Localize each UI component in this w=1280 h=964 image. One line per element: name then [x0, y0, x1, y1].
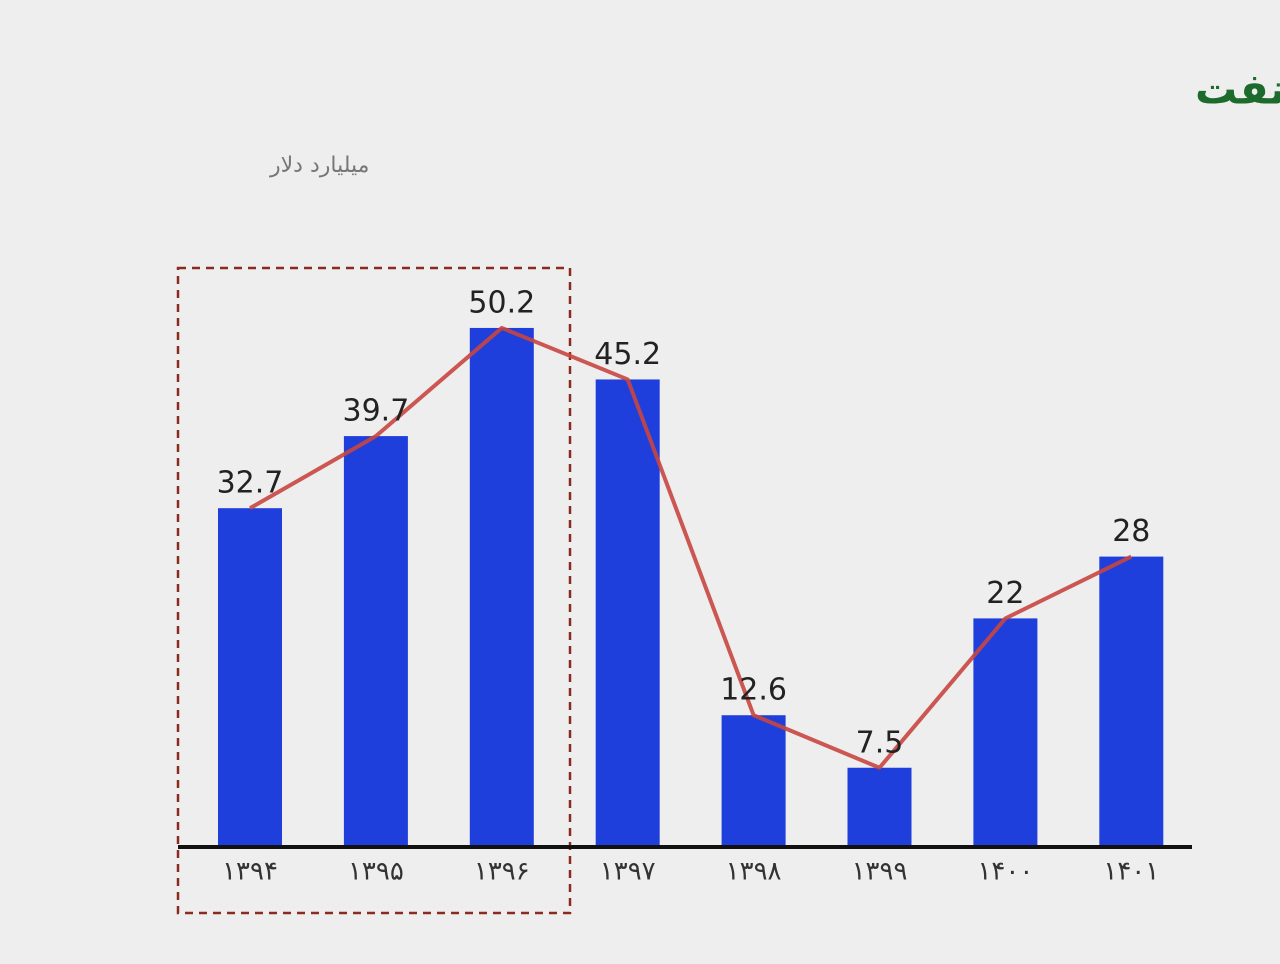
bar [847, 767, 912, 845]
value-label: 32.7 [217, 466, 284, 501]
value-label: 50.2 [468, 285, 535, 320]
x-tick-label: ۱۴۰۱ [1103, 857, 1159, 887]
value-label: 39.7 [343, 394, 410, 429]
x-tick-label: ۱۳۹۸ [726, 857, 782, 887]
value-label: 12.6 [720, 673, 787, 708]
x-tick-label: ۱۳۹۶ [474, 857, 530, 887]
value-label: 45.2 [594, 337, 661, 372]
bar [218, 508, 282, 845]
bar [595, 379, 660, 845]
x-tick-label: ۱۳۹۵ [348, 857, 404, 887]
value-label: 22 [986, 576, 1024, 611]
bar [469, 327, 534, 845]
x-tick-label: ۱۳۹۹ [852, 857, 908, 887]
bar [343, 436, 408, 845]
value-label: 7.5 [856, 725, 904, 760]
x-tick-label: ۱۳۹۴ [222, 857, 278, 887]
bar [721, 715, 786, 845]
bar [973, 618, 1038, 845]
highlight-box [176, 266, 572, 915]
trend-line [249, 325, 1133, 770]
chart-subtitle: میلیارد دلار [269, 153, 369, 178]
x-tick-label: ۱۳۹۷ [600, 857, 656, 887]
chart-title: نمودار منابع وصولي دولت ناشي از ارز صادر… [1195, 65, 1280, 115]
x-tick-label: ۱۴۰۰ [977, 857, 1033, 887]
value-label: 28 [1112, 514, 1150, 549]
bar [1099, 556, 1164, 845]
